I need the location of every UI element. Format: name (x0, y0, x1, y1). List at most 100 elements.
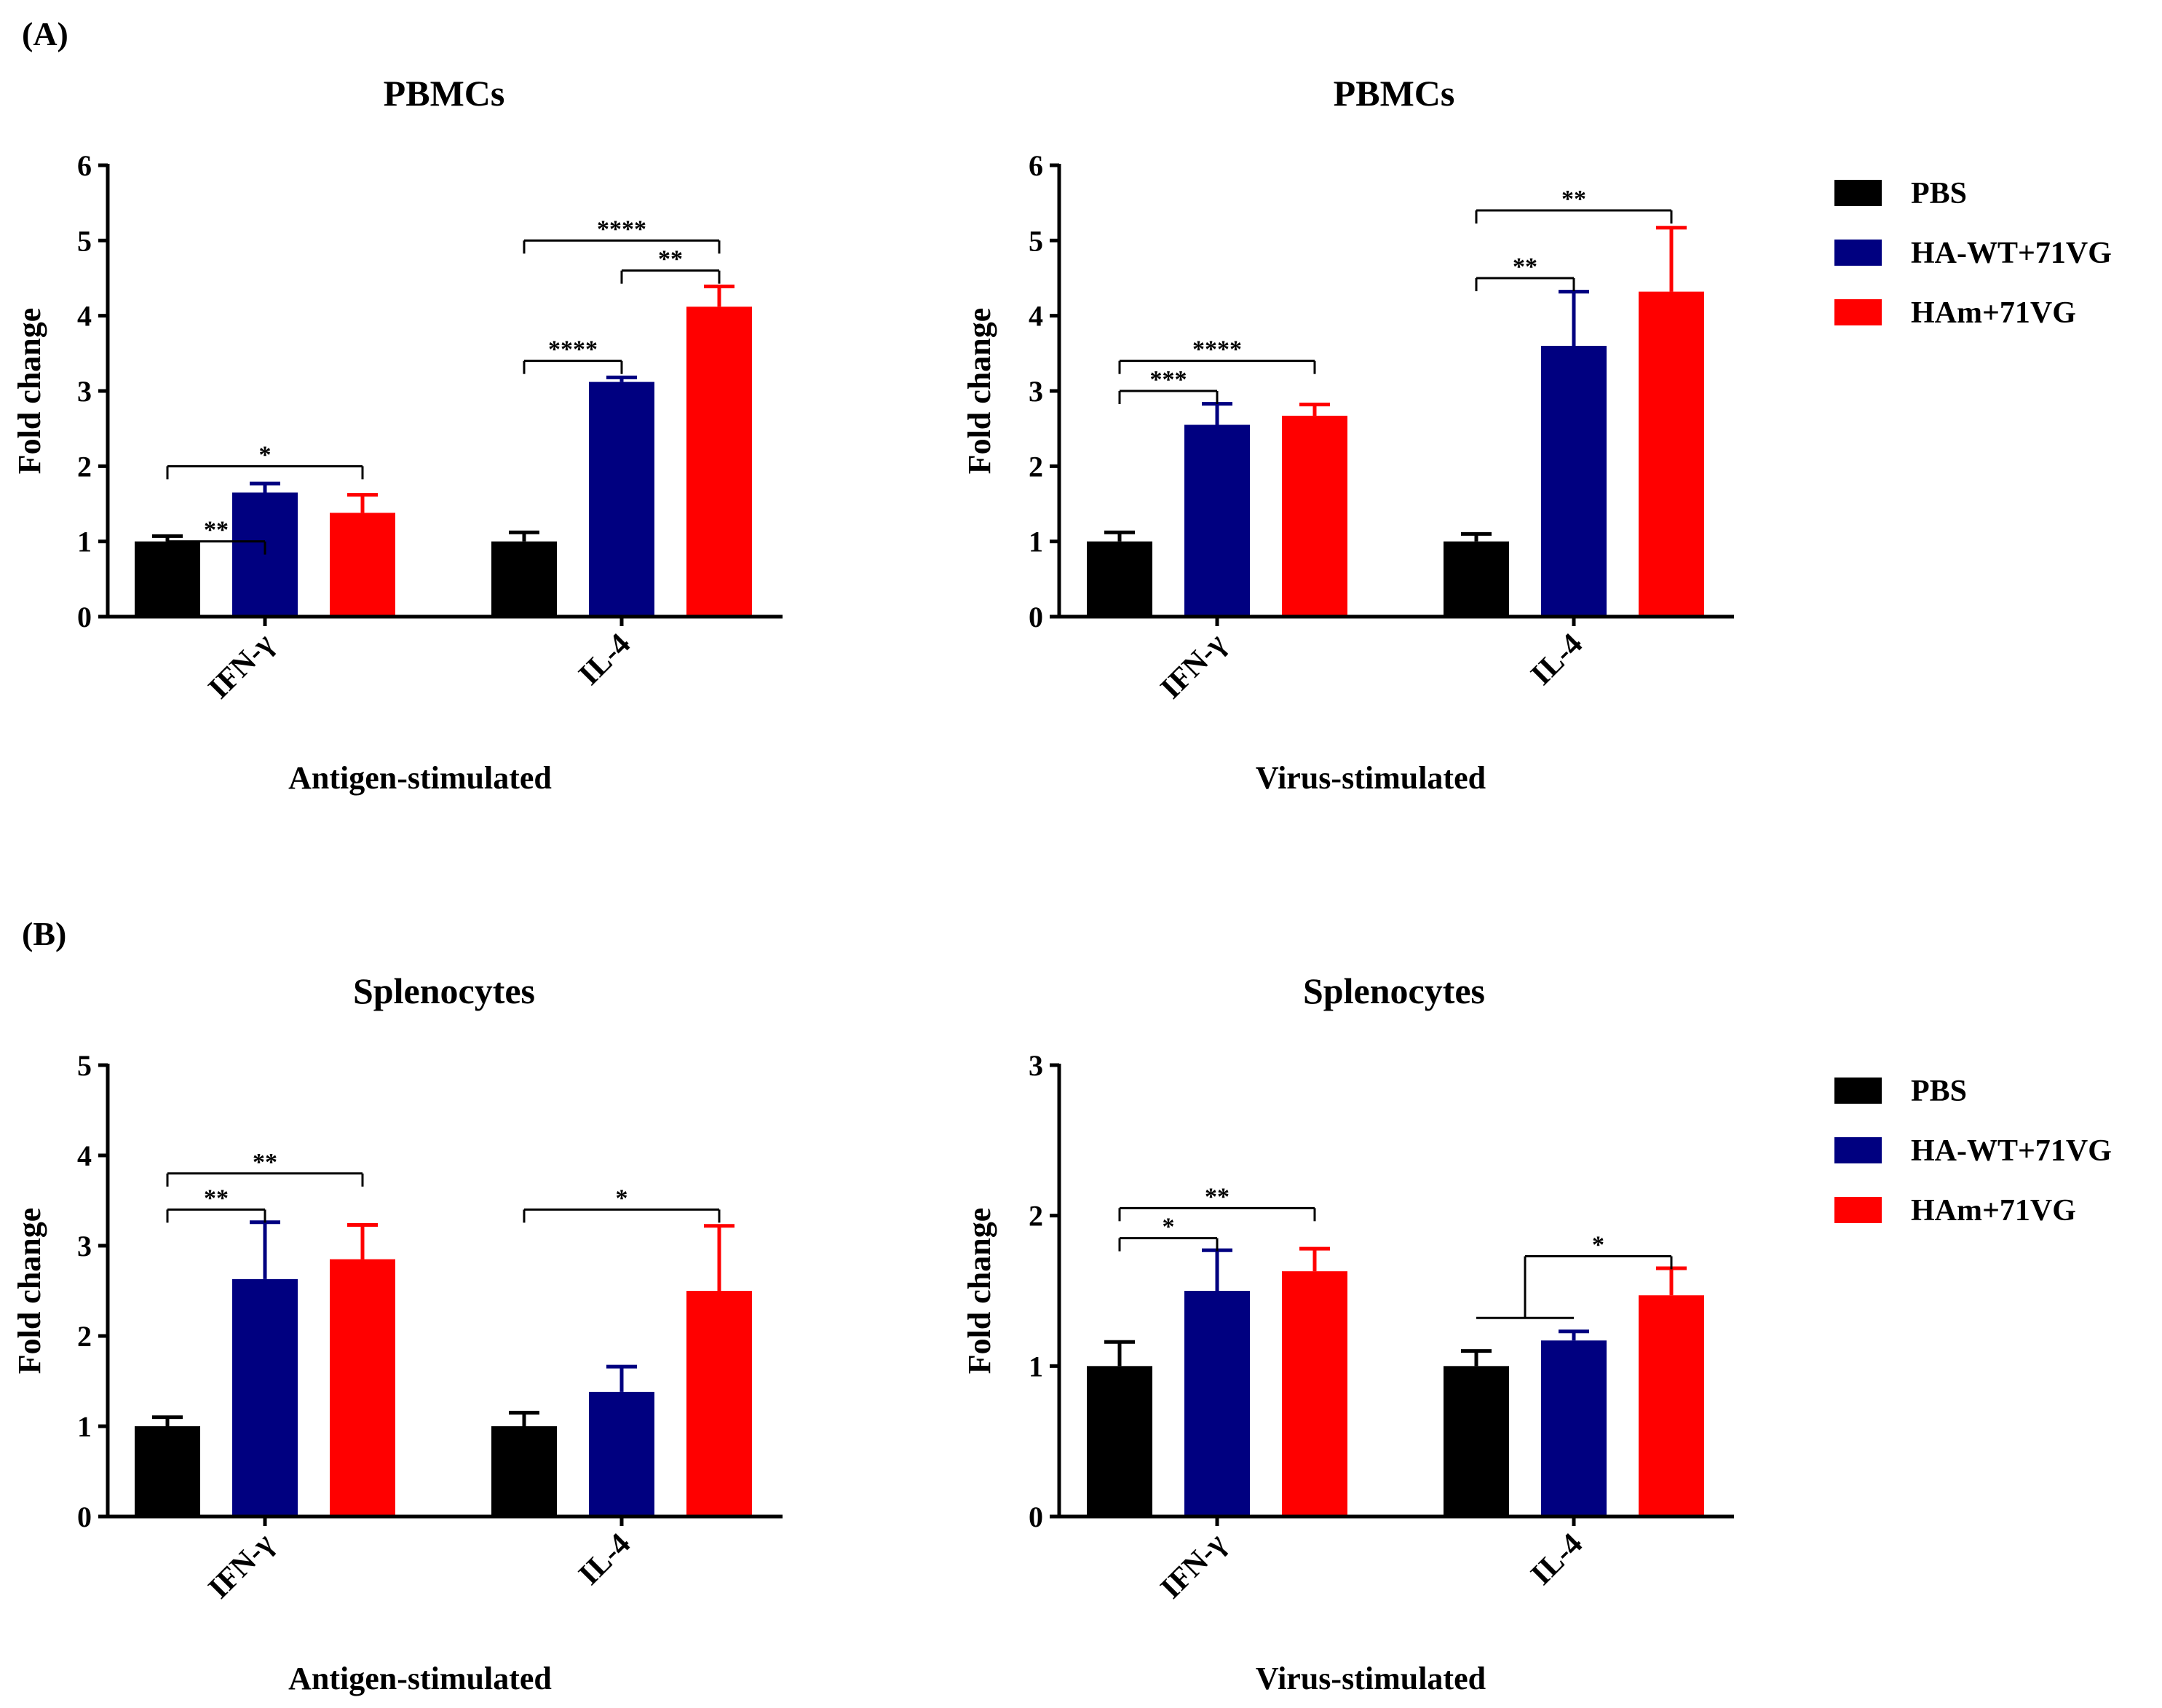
legend-swatch (1834, 240, 1882, 266)
x-tick-label: IL-4 (572, 1527, 637, 1592)
y-axis-label: Fold change (962, 308, 997, 475)
y-axis-label: Fold change (12, 1208, 47, 1375)
bar (232, 492, 298, 617)
legend-label: HAm+71VG (1911, 296, 2076, 330)
bar (491, 1426, 557, 1517)
chart-3: Splenocytes Fold change Antigen-stimulated… (12, 970, 783, 1696)
x-tick-label: IL-4 (1524, 628, 1589, 692)
y-tick-label: 4 (77, 300, 92, 333)
significance-label: **** (548, 336, 598, 363)
significance-label: ** (658, 246, 683, 273)
legend-swatch (1834, 1137, 1882, 1163)
legend-label: PBS (1911, 1075, 1967, 1108)
y-axis-label: Fold change (12, 308, 47, 475)
y-tick-label: 0 (77, 601, 92, 633)
significance-label: * (1163, 1214, 1175, 1241)
y-tick-label: 0 (77, 1501, 92, 1533)
y-tick-label: 5 (1029, 224, 1043, 257)
y-tick-label: 0 (1029, 601, 1043, 633)
legend-bottom: PBS HA-WT+71VG HAm+71VG (1834, 1075, 2112, 1227)
significance-label: * (616, 1185, 628, 1211)
legend-swatch (1834, 180, 1882, 206)
x-axis-label: Antigen-stimulated (288, 760, 552, 796)
bar (1282, 1271, 1347, 1517)
chart-title: PBMCs (384, 73, 505, 114)
significance-label: *** (1150, 366, 1187, 393)
y-tick-label: 3 (77, 1230, 92, 1262)
x-axis-label: Virus-stimulated (1256, 760, 1486, 796)
y-axis-label: Fold change (962, 1208, 997, 1375)
significance-label: ** (1561, 186, 1586, 213)
charts: PBMCs Fold change Antigen-stimulated 0 1 2 3 4 5… (12, 73, 1734, 1696)
y-tick-label: 2 (1029, 1200, 1043, 1233)
chart-title: PBMCs (1334, 73, 1455, 114)
y-tick-label: 3 (1029, 375, 1043, 408)
bar (1184, 1291, 1250, 1517)
x-tick-label: IFN-γ (1155, 1527, 1233, 1605)
significance-label: **** (597, 216, 646, 242)
significance-label: * (259, 441, 272, 468)
y-tick-label: 3 (1029, 1049, 1043, 1082)
chart-title: Splenocytes (1303, 970, 1485, 1011)
panel-label-b: (B) (22, 915, 66, 952)
y-tick-label: 3 (77, 375, 92, 408)
bar (232, 1278, 298, 1517)
legend-label: PBS (1911, 177, 1967, 210)
y-tick-label: 5 (77, 1049, 92, 1082)
significance-label: * (1592, 1231, 1604, 1258)
legend-label: HAm+71VG (1911, 1194, 2076, 1227)
y-tick-label: 5 (77, 224, 92, 257)
y-tick-label: 1 (77, 526, 92, 558)
bar (135, 1426, 200, 1517)
x-axis-label: Antigen-stimulated (288, 1661, 552, 1696)
bar (1444, 541, 1509, 617)
bar (589, 1391, 654, 1517)
significance-label: ** (1205, 1183, 1230, 1210)
significance-label: ** (204, 1185, 229, 1211)
bar (1639, 291, 1704, 617)
bar (1087, 541, 1152, 617)
y-tick-label: 1 (1029, 1350, 1043, 1383)
y-tick-label: 2 (77, 1320, 92, 1353)
legend-swatch (1834, 1078, 1882, 1104)
y-tick-label: 1 (77, 1410, 92, 1443)
y-tick-label: 0 (1029, 1501, 1043, 1533)
bar (330, 513, 395, 617)
panel-label-a: (A) (22, 15, 68, 52)
bar (686, 1291, 752, 1517)
significance-label: ** (253, 1149, 277, 1176)
bar (1541, 1340, 1607, 1517)
chart-2: PBMCs Fold change Virus-stimulated 0 1 2 3 4 5 6 I… (962, 73, 1734, 796)
significance-label: ** (1513, 253, 1537, 280)
bar (1087, 1366, 1152, 1517)
chart-title: Splenocytes (353, 970, 535, 1011)
significance-label: **** (1192, 336, 1242, 363)
y-tick-label: 6 (77, 149, 92, 182)
x-tick-label: IL-4 (1524, 1527, 1589, 1592)
x-tick-label: IFN-γ (202, 1527, 281, 1605)
bar (1639, 1295, 1704, 1517)
legend-swatch (1834, 299, 1882, 325)
bar (1184, 424, 1250, 617)
x-axis-label: Virus-stimulated (1256, 1661, 1486, 1696)
x-tick-label: IFN-γ (1155, 627, 1233, 705)
significance-label: ** (204, 517, 229, 544)
legend-top: PBS HA-WT+71VG HAm+71VG (1834, 177, 2112, 330)
y-tick-label: 1 (1029, 526, 1043, 558)
y-tick-label: 2 (77, 450, 92, 483)
x-tick-label: IFN-γ (202, 627, 281, 705)
chart-4: Splenocytes Fold change Virus-stimulated 0 1… (962, 970, 1734, 1696)
bar (330, 1259, 395, 1517)
legend-label: HA-WT+71VG (1911, 237, 2112, 270)
x-tick-label: IL-4 (572, 628, 637, 692)
chart-1: PBMCs Fold change Antigen-stimulated 0 1 2 3 4 5… (12, 73, 783, 796)
bar (1444, 1366, 1509, 1517)
legend-swatch (1834, 1197, 1882, 1223)
y-tick-label: 6 (1029, 149, 1043, 182)
y-tick-label: 4 (77, 1139, 92, 1172)
y-tick-label: 2 (1029, 450, 1043, 483)
bar (1541, 346, 1607, 617)
bar (589, 381, 654, 617)
bar (491, 541, 557, 617)
